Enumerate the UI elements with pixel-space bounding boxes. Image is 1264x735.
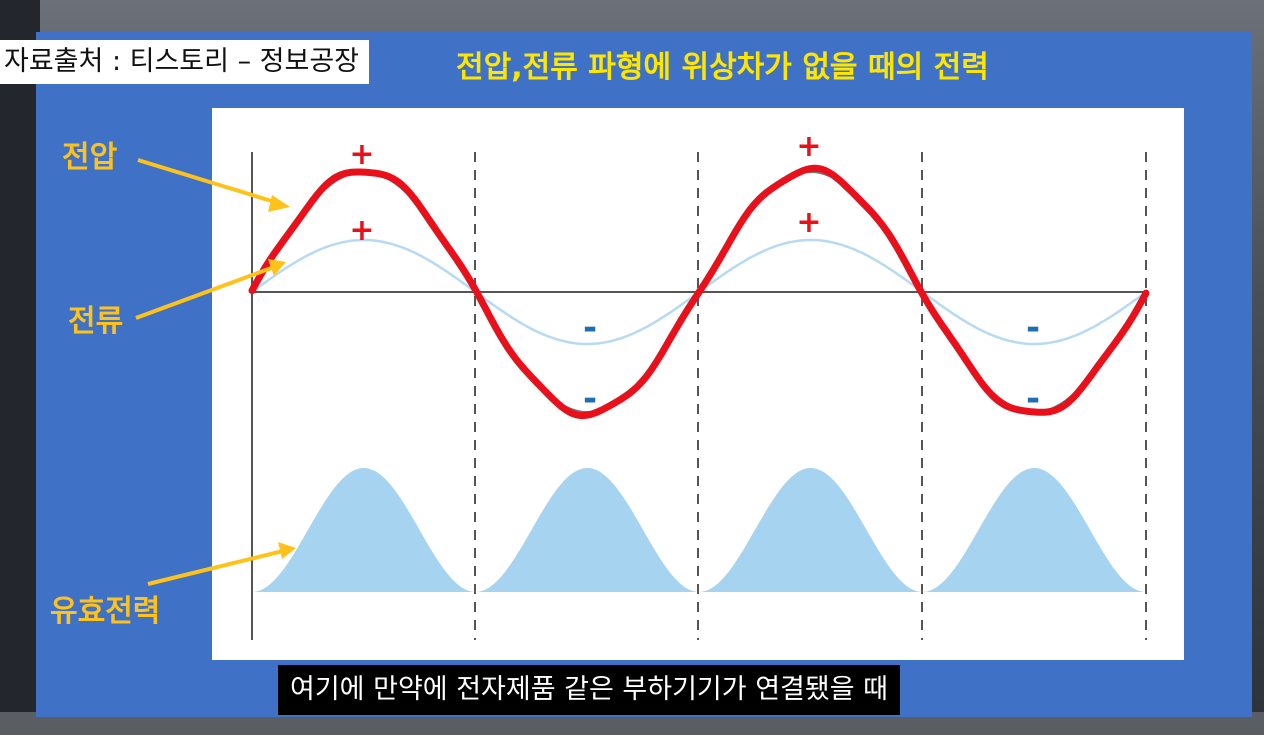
voltage-negative-sign: - (583, 379, 597, 419)
caption-subtitle: 여기에 만약에 전자제품 같은 부하기기가 연결됐을 때 (278, 665, 900, 715)
current-pointer-arrow (135, 259, 286, 320)
active-power-area (252, 468, 1146, 592)
power-pointer-arrow (147, 542, 296, 586)
voltage-waveform (248, 164, 1150, 420)
current-label: 전류 (68, 304, 124, 339)
current-negative-sign: - (583, 308, 597, 348)
voltage-label: 전압 (62, 140, 118, 175)
voltage-positive-sign: + (349, 137, 374, 172)
voltage-negative-sign: - (1026, 379, 1040, 419)
source-credit: 자료출처 : 티스토리 – 정보공장 (0, 40, 370, 84)
background-desk (0, 712, 1264, 735)
voltage-pointer-arrow (137, 158, 290, 212)
current-positive-sign: + (796, 205, 821, 240)
current-positive-sign: + (349, 213, 374, 248)
voltage-positive-sign: + (796, 129, 821, 164)
current-negative-sign: - (1026, 308, 1040, 348)
slide-title: 전압,전류 파형에 위상차가 없을 때의 전력 (456, 50, 989, 85)
background-person-silhouette (0, 0, 40, 735)
active-power-label: 유효전력 (50, 594, 161, 629)
